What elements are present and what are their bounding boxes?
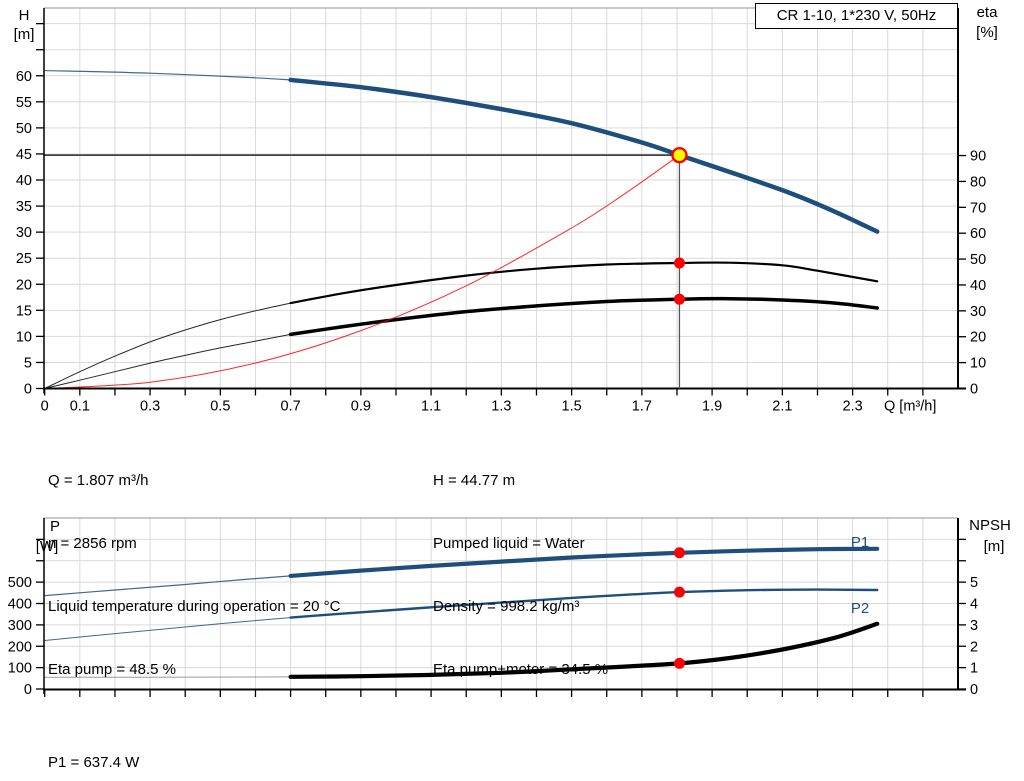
npsh-tick-label: 3	[970, 618, 978, 634]
p-axis-unit: [W]	[36, 538, 59, 555]
h-tick-label: 45	[16, 147, 32, 163]
eta-pump-motor-dot	[673, 293, 685, 305]
operating-data-right: H = 44.77 m Pumped liquid = Water Densit…	[433, 428, 608, 722]
npsh-tick-label: 2	[970, 639, 978, 655]
h-tick-label: 50	[16, 121, 32, 137]
h-tick-label: 15	[16, 303, 32, 319]
system-curve-thin	[44, 154, 680, 389]
top-chart-axes: 0 5 10 15 20 25 30 35 40 45 50 55 60 0 10 20 30 40 50 60 70 8…	[16, 8, 986, 415]
q-tick-label: 0.3	[140, 399, 160, 415]
bottom-chart-axes: 0 100 200 300 400 500 0 1 2 3 4 5	[8, 518, 978, 698]
npsh-curve	[288, 621, 880, 679]
pump-model-title: CR 1-10, 1*230 V, 50Hz	[755, 3, 958, 29]
info-p1: P1 = 637.4 W	[48, 754, 140, 771]
info-density: Density = 998.2 kg/m³	[433, 598, 580, 615]
eta-tick-label: 80	[970, 174, 986, 190]
eta-pump-motor-curve-thin	[44, 333, 291, 389]
q-tick-label: 0.9	[351, 399, 371, 415]
p-tick-label: 500	[8, 575, 32, 591]
q-tick-label: 1.9	[702, 399, 722, 415]
info-eta-pump-motor: Eta pump+motor = 34.5 %	[433, 661, 609, 678]
eta-tick-label: 10	[970, 356, 986, 372]
duty-point-marker	[671, 146, 688, 164]
eta-axis-unit: [%]	[976, 24, 998, 41]
npsh-tick-label: 1	[970, 661, 978, 677]
h-tick-label: 5	[24, 355, 32, 371]
p-tick-label: 300	[8, 618, 32, 634]
h-tick-label: 60	[16, 69, 32, 85]
p2-curve-label: P2	[851, 600, 869, 617]
npsh-tick-label: 5	[970, 575, 978, 591]
info-flow: Q = 1.807 m³/h	[48, 472, 149, 489]
eta-pump-curve	[289, 261, 879, 305]
p-tick-label: 200	[8, 639, 32, 655]
eta-axis-title: eta	[977, 4, 999, 21]
h-tick-label: 10	[16, 329, 32, 345]
h-tick-label: 25	[16, 251, 32, 267]
h-tick-label: 20	[16, 277, 32, 293]
p1-curve-label: P1	[851, 534, 869, 551]
info-eta-pump: Eta pump = 48.5 %	[48, 661, 176, 678]
eta-tick-label: 0	[970, 382, 978, 398]
npsh-tick-label: 4	[970, 597, 978, 613]
p1-curve-thin	[44, 575, 291, 597]
eta-tick-label: 90	[970, 149, 986, 165]
top-chart-curves	[44, 69, 880, 389]
q-tick-label: 1.7	[632, 399, 652, 415]
p-axis-title: P	[50, 518, 60, 535]
q-tick-label: 1.3	[491, 399, 511, 415]
p1-curve-dot	[673, 547, 685, 559]
npsh-curve-dot	[673, 657, 685, 669]
eta-tick-label: 60	[970, 226, 986, 242]
eta-pump-curve-thin	[44, 302, 291, 389]
eta-tick-label: 50	[970, 252, 986, 268]
p-tick-label: 0	[24, 682, 32, 698]
head-curve	[288, 77, 880, 234]
bottom-chart-curves	[44, 546, 880, 679]
q-tick-label: 1.1	[421, 399, 441, 415]
q-axis-label: Q [m³/h]	[884, 399, 936, 415]
h-tick-label: 30	[16, 225, 32, 241]
eta-tick-label: 30	[970, 304, 986, 320]
operating-point-markers: P1 P2	[44, 146, 869, 669]
p-tick-label: 400	[8, 597, 32, 613]
h-tick-label: 0	[24, 382, 32, 398]
info-liquid-temperature: Liquid temperature during operation = 20…	[48, 598, 341, 615]
bottom-chart-grid	[44, 517, 958, 689]
p2-curve-dot	[673, 586, 685, 598]
eta-tick-label: 40	[970, 278, 986, 294]
q-tick-label: 0.5	[210, 399, 230, 415]
q-tick-label: 0.1	[70, 399, 90, 415]
h-tick-label: 55	[16, 95, 32, 111]
q-tick-label: 2.3	[843, 399, 863, 415]
h-tick-label: 40	[16, 173, 32, 189]
p2-curve-thin	[44, 617, 291, 641]
q-tick-label: 0.7	[281, 399, 301, 415]
p2-curve	[289, 588, 879, 619]
q-tick-label: 1.5	[562, 399, 582, 415]
p-tick-label: 100	[8, 661, 32, 677]
q-tick-label: 2.1	[772, 399, 792, 415]
axis-titles: H [m] eta [%] P [W] NPSH [m]	[14, 4, 1011, 555]
head-curve-thin	[44, 69, 291, 81]
operating-data-left: Q = 1.807 m³/h n = 2856 rpm Liquid tempe…	[48, 428, 340, 722]
eta-pump-motor-curve	[288, 296, 879, 337]
h-tick-label: 35	[16, 199, 32, 215]
h-axis-title: H	[19, 7, 30, 24]
power-npsh-data: P1 = 637.4 W P2 = 453.3 W NPSH = 1.34 m	[48, 710, 153, 781]
h-axis-unit: [m]	[14, 26, 35, 43]
npsh-tick-label: 0	[970, 682, 978, 698]
eta-pump-dot	[673, 257, 685, 269]
npsh-axis-unit: [m]	[984, 538, 1005, 555]
p1-curve	[288, 546, 880, 579]
npsh-axis-title: NPSH	[969, 517, 1011, 534]
info-pumped-liquid: Pumped liquid = Water	[433, 535, 585, 552]
eta-tick-label: 20	[970, 330, 986, 346]
info-head: H = 44.77 m	[433, 472, 516, 489]
eta-tick-label: 70	[970, 200, 986, 216]
q-tick-label: 0	[41, 399, 49, 415]
info-speed: n = 2856 rpm	[48, 535, 137, 552]
